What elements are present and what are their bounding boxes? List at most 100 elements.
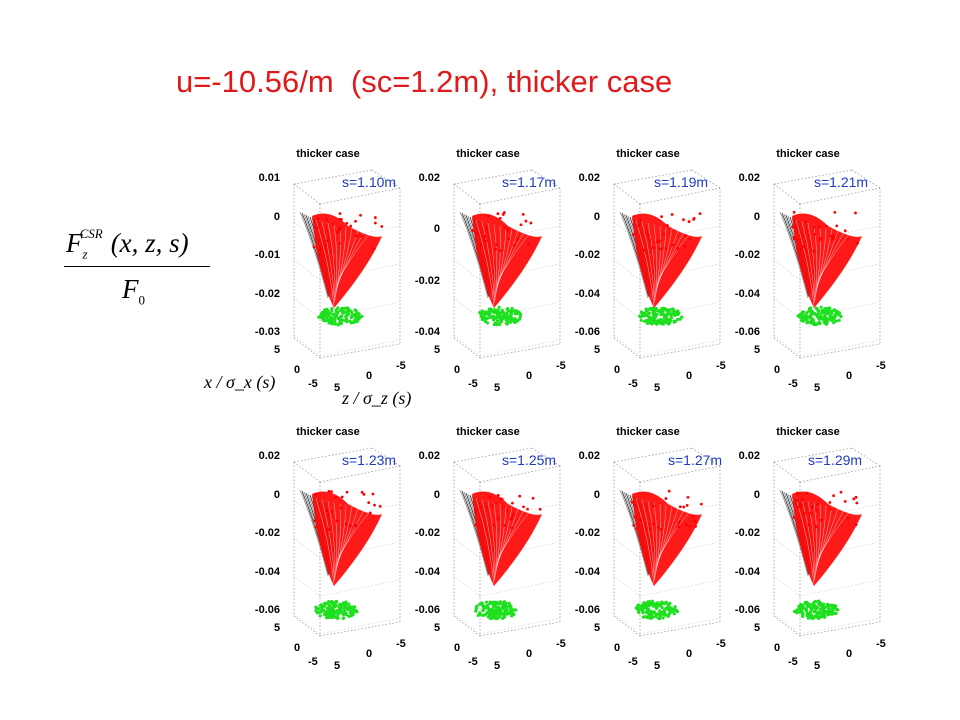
z-tick-label: 5 — [654, 382, 661, 394]
green-particle — [801, 310, 805, 314]
z-tick-label: 5 — [334, 382, 341, 394]
grid-line — [319, 339, 401, 357]
green-particle — [359, 314, 364, 319]
grid-line — [479, 301, 561, 319]
red-particle — [506, 227, 510, 231]
green-particle — [348, 319, 352, 323]
green-particle — [812, 610, 816, 614]
green-particle — [639, 310, 644, 314]
red-particle — [835, 224, 839, 228]
x-tick-label: 5 — [274, 622, 281, 634]
green-particle — [502, 615, 507, 619]
green-particle — [656, 318, 660, 323]
green-particle — [651, 604, 656, 608]
green-particle — [806, 601, 810, 606]
surface-red-mesh — [497, 508, 519, 564]
red-particle — [314, 493, 318, 497]
csr-plot-panel: thicker case s=1.17m 0.02 0 -0.02 -0.04 5 0 -5 5 0… — [410, 148, 570, 400]
green-particle — [651, 310, 655, 314]
grid-line — [479, 621, 561, 637]
green-particle — [516, 319, 520, 323]
red-particle — [325, 509, 329, 513]
green-particle — [505, 607, 509, 612]
formula-den-sub: 0 — [138, 292, 146, 308]
z-tick-label: 5 — [494, 660, 501, 672]
x-tick-label: 5 — [594, 344, 601, 356]
z-axis-label: z / σ_z (s) — [342, 388, 412, 408]
grid-line — [319, 617, 401, 635]
green-particle — [335, 600, 339, 604]
x-tick-label: 5 — [594, 622, 601, 634]
red-particle — [677, 521, 681, 525]
surface-red-mesh — [801, 499, 815, 582]
red-particle — [483, 239, 487, 243]
x-tick-label: 5 — [434, 622, 441, 634]
green-particle — [480, 309, 484, 313]
green-particle — [517, 311, 521, 315]
red-particle — [686, 495, 690, 499]
y-tick-label: 0.02 — [258, 450, 280, 462]
red-particle — [516, 238, 519, 241]
green-particle — [798, 314, 802, 318]
red-particle — [854, 523, 858, 527]
grid-line — [613, 259, 641, 281]
green-particle — [339, 611, 343, 615]
y-tick-label: -0.06 — [734, 604, 760, 616]
green-particle — [341, 601, 345, 605]
red-particle — [799, 247, 803, 251]
green-particle — [327, 599, 331, 604]
green-particle — [344, 603, 348, 608]
surface-red-mesh — [818, 511, 851, 558]
surface-red-mesh — [337, 230, 359, 286]
surface-red-mesh — [333, 502, 338, 576]
green-particle — [486, 610, 490, 614]
green-particle — [816, 312, 820, 316]
surface-red-mesh — [658, 233, 691, 280]
green-particle — [825, 611, 830, 615]
green-particle — [355, 319, 360, 323]
red-particle — [325, 218, 329, 221]
green-particle — [636, 606, 640, 610]
green-particle — [349, 610, 353, 614]
green-particle — [513, 608, 517, 612]
red-particle — [511, 513, 515, 517]
surface-mesh-line — [299, 211, 329, 299]
green-particle — [506, 320, 510, 324]
surface-mesh-line — [619, 211, 649, 299]
green-particle — [329, 606, 333, 610]
red-particle — [503, 524, 506, 527]
red-particle — [658, 247, 662, 251]
green-particle — [493, 616, 497, 620]
green-particle — [642, 606, 646, 610]
red-particle — [373, 221, 377, 225]
green-particle — [818, 600, 822, 605]
red-particle — [684, 234, 687, 237]
green-particle — [330, 307, 334, 311]
y-tick-label: 0 — [273, 210, 280, 223]
red-particle — [670, 213, 674, 216]
panel-title: thicker case — [296, 148, 360, 160]
grid-line — [293, 297, 321, 319]
y-tick-label: 0 — [273, 488, 280, 501]
green-particle — [645, 321, 650, 325]
x-tick-label: 0 — [454, 642, 461, 654]
grid-line — [799, 263, 881, 281]
red-particle — [651, 246, 655, 250]
surface-mesh-line — [299, 489, 329, 577]
green-particle — [495, 602, 499, 606]
red-particle — [373, 216, 377, 219]
y-tick-label: -0.06 — [734, 326, 760, 338]
y-tick-label: -0.02 — [734, 527, 760, 539]
green-particle — [341, 616, 346, 620]
green-particle — [652, 610, 656, 615]
red-particle — [339, 506, 343, 510]
green-particle — [817, 610, 821, 614]
red-particle — [812, 249, 816, 253]
green-particle — [355, 610, 359, 614]
surface-red-mesh — [813, 502, 818, 576]
surface-red-mesh — [817, 509, 845, 561]
surface-red-mesh — [497, 509, 525, 561]
green-particle — [475, 604, 479, 608]
y-tick-label: -0.02 — [734, 249, 760, 261]
surface-red-mesh — [338, 511, 371, 558]
